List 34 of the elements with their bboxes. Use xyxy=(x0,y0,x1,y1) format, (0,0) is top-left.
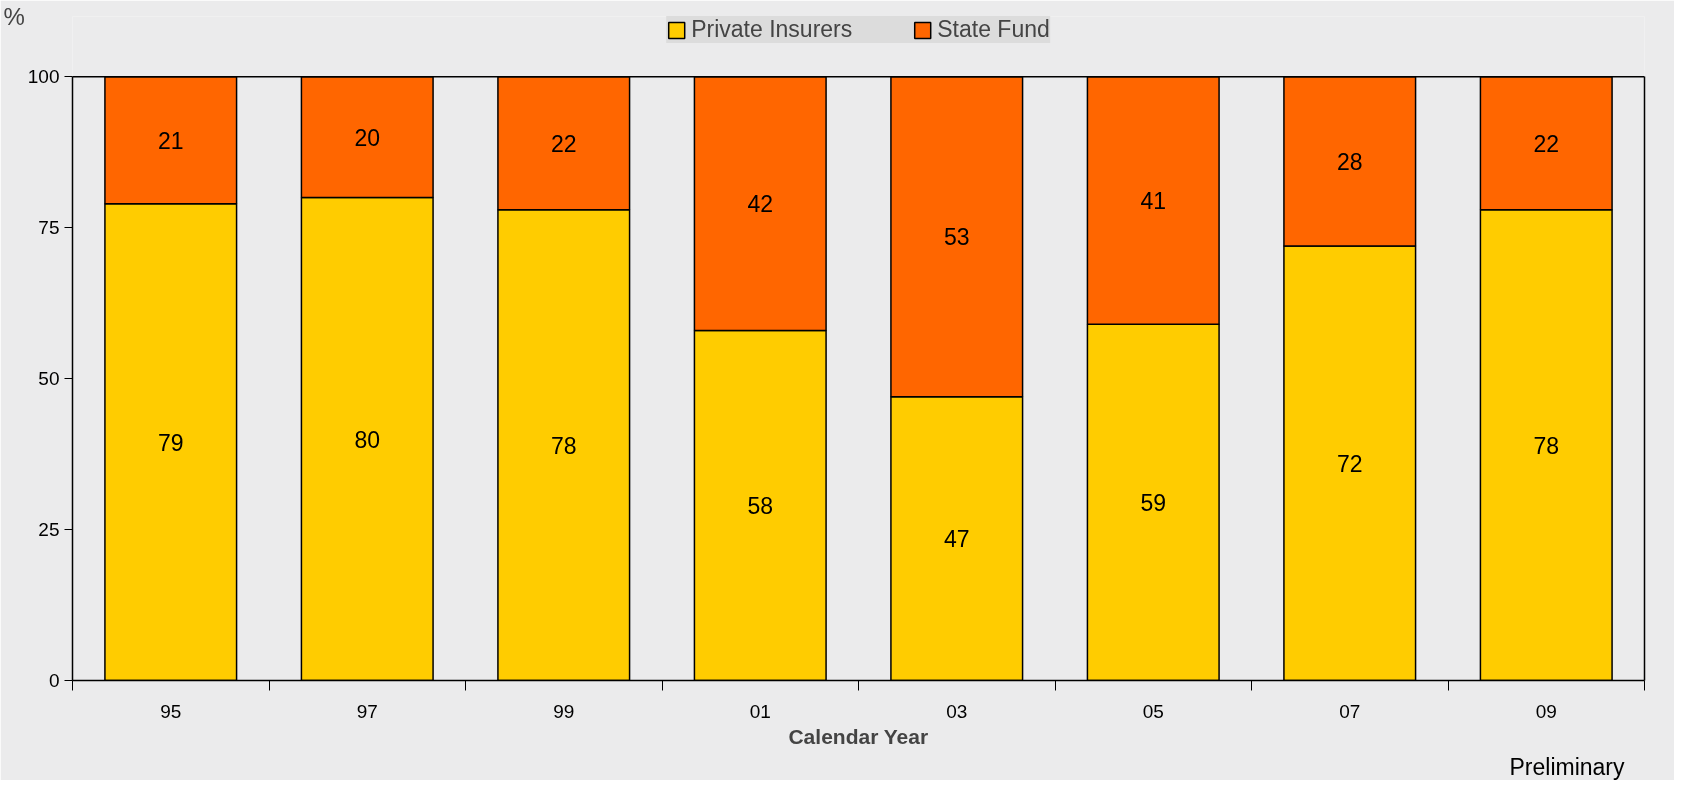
data-label: 41 xyxy=(1140,188,1167,215)
data-label: 78 xyxy=(1533,432,1560,459)
data-label: 22 xyxy=(1533,130,1560,157)
x-tick-label: 99 xyxy=(553,700,575,722)
legend-label: Private Insurers xyxy=(691,16,853,43)
data-label: 42 xyxy=(747,191,774,218)
y-tick-label: 50 xyxy=(38,368,60,390)
x-tick-label: 05 xyxy=(1142,700,1164,722)
data-label: 79 xyxy=(157,429,184,456)
data-label: 53 xyxy=(943,224,970,251)
x-tick-label: 95 xyxy=(160,700,182,722)
x-tick-label: 07 xyxy=(1339,700,1361,722)
x-tick-label: 09 xyxy=(1535,700,1557,722)
x-tick-label: 97 xyxy=(356,700,378,722)
y-tick-label: 75 xyxy=(38,217,60,239)
y-tick-label: 100 xyxy=(27,66,60,88)
y-axis-title: % xyxy=(3,3,25,30)
data-label: 47 xyxy=(943,526,970,553)
y-tick-label: 0 xyxy=(48,670,60,691)
data-label: 72 xyxy=(1336,450,1363,477)
data-label: 80 xyxy=(354,426,381,453)
y-tick-label: 25 xyxy=(38,519,60,541)
x-tick-label: 03 xyxy=(946,700,968,722)
data-label: 20 xyxy=(354,124,381,151)
data-label: 22 xyxy=(550,130,577,157)
legend-label: State Fund xyxy=(937,16,1050,43)
x-axis-title: Calendar Year xyxy=(788,724,929,748)
data-label: 28 xyxy=(1336,148,1363,175)
data-label: 21 xyxy=(157,127,184,154)
x-tick-label: 01 xyxy=(749,700,771,722)
data-label: 78 xyxy=(550,432,577,459)
text: Preliminary xyxy=(1509,753,1625,780)
data-label: 58 xyxy=(747,492,774,519)
data-label: 59 xyxy=(1140,489,1167,516)
